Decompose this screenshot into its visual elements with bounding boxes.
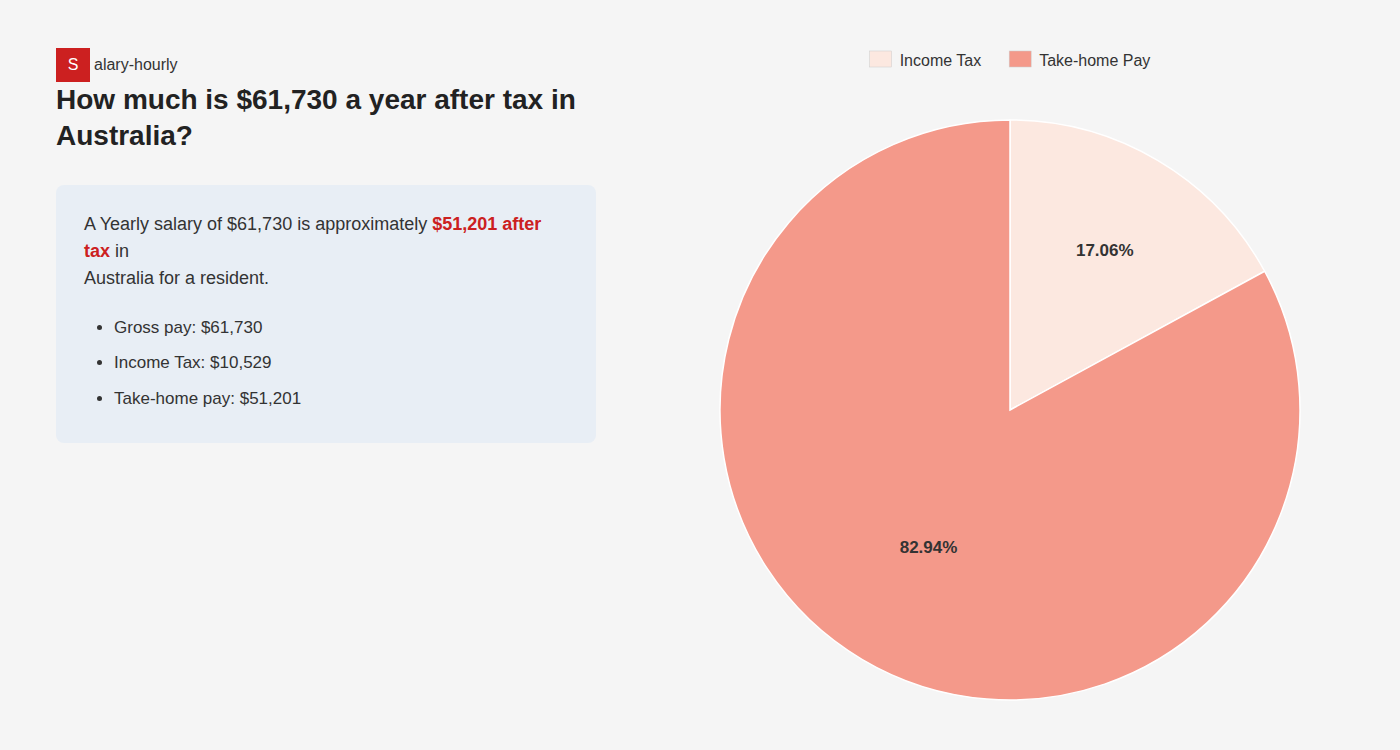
pie-panel: 17.06% 82.94% Income Tax Take-home Pay	[640, 0, 1400, 750]
slices	[720, 120, 1300, 700]
bullet-item: Take-home pay: $51,201	[114, 381, 568, 417]
paragraph-text: Australia for a resident.	[84, 268, 269, 288]
bullet-item: Gross pay: $61,730	[114, 310, 568, 346]
logo-initial: S	[56, 48, 90, 82]
paragraph-text: A Yearly salary of $61,730 is approximat…	[84, 214, 432, 234]
legend-swatch	[870, 51, 892, 67]
logo-text: alary-hourly	[94, 56, 178, 73]
data-label: 82.94%	[900, 538, 958, 557]
paragraph: A Yearly salary of $61,730 is approximat…	[84, 211, 568, 292]
legend-label: Take-home Pay	[1039, 52, 1150, 69]
legend-swatch	[1009, 51, 1031, 67]
paragraph-text: in	[110, 241, 129, 261]
bullet-item: Income Tax: $10,529	[114, 345, 568, 381]
data-labels: 17.06% 82.94%	[900, 241, 1134, 557]
text-panel: Salary-hourlyHow much is $61,730 a year …	[0, 0, 640, 750]
data-label: 17.06%	[1076, 241, 1134, 260]
logo: Salary-hourly	[56, 48, 640, 82]
bullet-list: Gross pay: $61,730Income Tax: $10,529Tak…	[84, 310, 568, 417]
title: How much is $61,730 a year after tax in …	[56, 82, 616, 155]
info-box: A Yearly salary of $61,730 is approximat…	[56, 185, 596, 443]
pie-slice	[720, 120, 1300, 700]
legend-item: Income Tax	[870, 51, 982, 69]
legend-label: Income Tax	[900, 52, 982, 69]
legend: Income Tax Take-home Pay	[870, 51, 1151, 69]
pie-chart: 17.06% 82.94% Income Tax Take-home Pay	[640, 0, 1400, 750]
legend-item: Take-home Pay	[1009, 51, 1150, 69]
